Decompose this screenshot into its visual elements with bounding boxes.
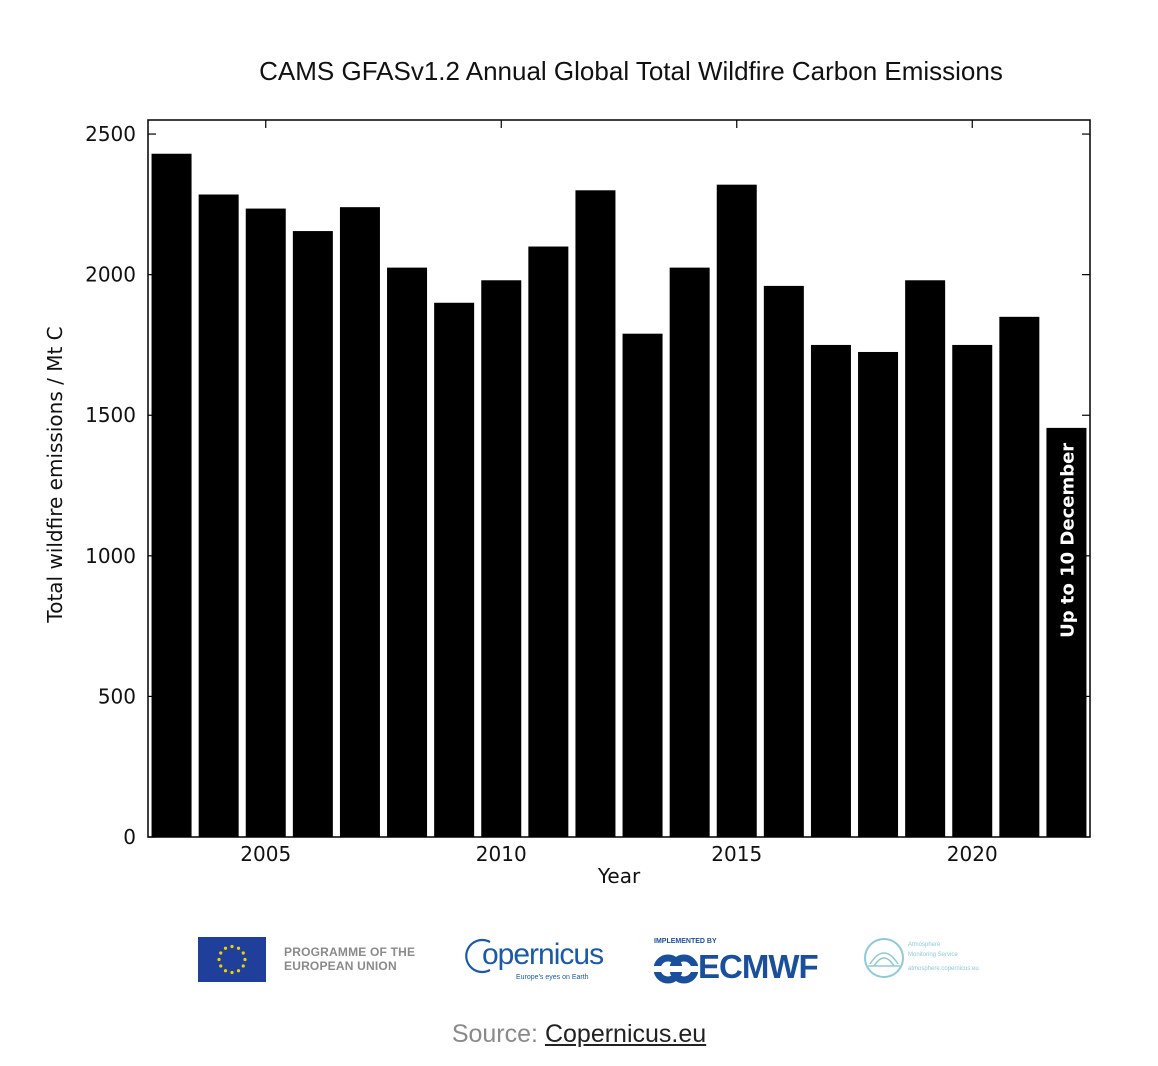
bar-2017	[810, 344, 851, 837]
y-tick-label-0: 0	[123, 825, 136, 849]
eu-star	[236, 946, 241, 950]
chart-title: CAMS GFASv1.2 Annual Global Total Wildfi…	[259, 56, 1003, 86]
y-tick-label-500: 500	[98, 684, 136, 708]
bar-2019	[905, 280, 946, 837]
x-tick-label-2005: 2005	[240, 842, 291, 866]
bar-2007	[339, 207, 380, 838]
ecmwf-implemented-label: IMPLEMENTED BY	[654, 938, 717, 945]
eu-star	[241, 964, 245, 968]
cams-globe-icon	[864, 938, 904, 978]
bar-2006	[292, 231, 333, 838]
eu-star	[219, 964, 223, 968]
bar-2004	[198, 194, 239, 837]
bar-2014	[669, 267, 710, 837]
bar-2015	[716, 184, 757, 837]
bar-2013	[622, 333, 663, 837]
bar-2022	[1046, 427, 1087, 837]
ecmwf-wordmark: ECMWF	[698, 948, 819, 985]
bar-2008	[387, 267, 428, 837]
eu-programme-label: PROGRAMME OF THE EUROPEAN UNION	[284, 945, 416, 973]
eu-star	[230, 944, 234, 949]
bar-2005	[245, 208, 286, 838]
source-label: Source:	[451, 1020, 538, 1048]
eu-star	[230, 970, 234, 975]
y-tick-label-1000: 1000	[85, 544, 136, 568]
source-link[interactable]: Copernicus.eu	[544, 1020, 707, 1048]
y-tick-label-2000: 2000	[85, 263, 136, 287]
y-tick-label-2500: 2500	[85, 122, 136, 146]
eu-star	[223, 946, 228, 950]
bar-2021	[999, 316, 1040, 838]
eu-star	[219, 951, 223, 955]
ecmwf-symbol-icon	[654, 954, 698, 984]
cams-logo: Atmosphere Monitoring Service atmosphere…	[860, 934, 1010, 989]
copernicus-c-icon	[465, 938, 491, 974]
eu-star	[236, 969, 241, 973]
cams-line-1: Atmosphere	[908, 942, 941, 948]
cams-line-2: Monitoring Service	[908, 952, 958, 958]
copernicus-logo: opernicus Europe's eyes on Earth	[464, 934, 604, 989]
partner-logos: PROGRAMME OF THE EUROPEAN UNION opernicu…	[0, 920, 1158, 1000]
x-tick-label-2010: 2010	[476, 842, 527, 866]
bar-2020	[952, 344, 993, 837]
bar-2003	[151, 153, 192, 837]
bar-2018	[858, 351, 899, 837]
eu-flag-icon	[198, 937, 266, 982]
copernicus-wordmark: opernicus	[482, 938, 604, 971]
bar-annotation: Up to 10 December	[1057, 443, 1078, 638]
bar-2012	[575, 190, 616, 837]
y-tick-label-1500: 1500	[85, 403, 136, 427]
x-tick-label-2015: 2015	[711, 842, 762, 866]
copernicus-subtitle: Europe's eyes on Earth	[516, 974, 589, 981]
plot-frame	[147, 119, 1091, 838]
bar-2011	[528, 246, 569, 837]
x-axis-label: Year	[597, 864, 641, 888]
cams-line-3: atmosphere.copernicus.eu	[908, 966, 979, 972]
eu-star	[223, 969, 228, 973]
ecmwf-logo: IMPLEMENTED BY ECMWF	[652, 934, 842, 989]
bar-2009	[434, 302, 475, 837]
x-tick-label-2020: 2020	[947, 842, 998, 866]
wildfire-emissions-chart: CAMS GFASv1.2 Annual Global Total Wildfi…	[43, 56, 1091, 888]
bar-2010	[481, 280, 522, 837]
y-axis-label: Total wildfire emissions / Mt C	[43, 326, 67, 623]
eu-programme-text: PROGRAMME OF THE EUROPEAN UNION	[284, 945, 454, 973]
bar-2016	[763, 285, 804, 837]
eu-star	[241, 951, 245, 955]
eu-star	[243, 957, 247, 962]
eu-stars-icon	[217, 944, 247, 975]
eu-star	[217, 957, 221, 962]
source-caption: Source: Copernicus.eu	[0, 1020, 1158, 1049]
